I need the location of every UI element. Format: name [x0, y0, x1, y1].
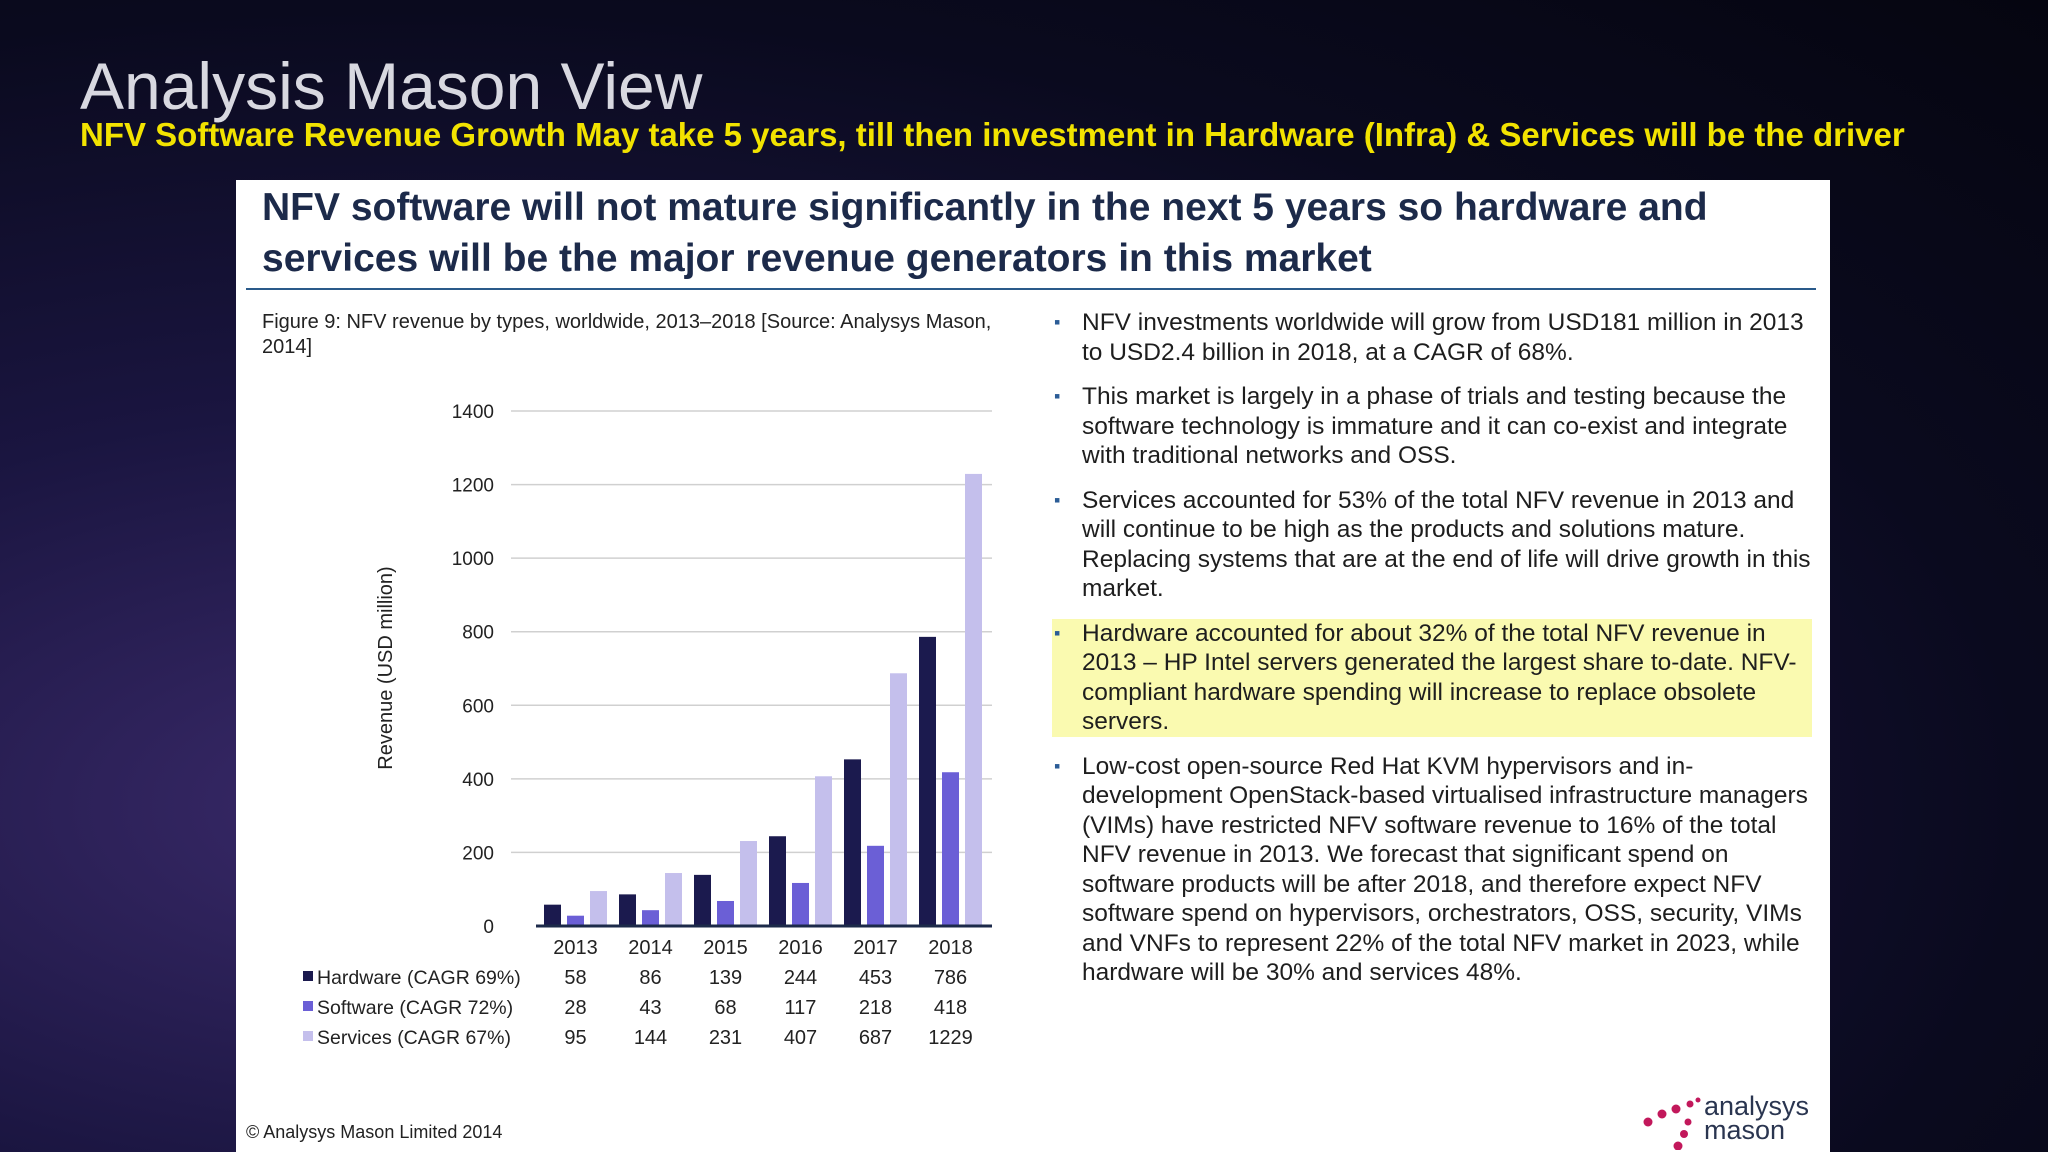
data-table-value: 68: [714, 997, 736, 1019]
x-tick-label: 2018: [928, 937, 973, 959]
x-tick-label: 2014: [628, 937, 673, 959]
bar-services: [740, 841, 757, 926]
bar-software: [567, 915, 584, 926]
bar-hardware: [769, 836, 786, 926]
y-tick-label: 400: [462, 770, 494, 791]
data-table-value: 95: [564, 1027, 586, 1049]
bar-hardware: [844, 759, 861, 926]
bar-services: [890, 673, 907, 926]
bar-hardware: [544, 904, 561, 926]
y-tick-label: 200: [462, 843, 494, 864]
y-tick-label: 1000: [452, 549, 494, 570]
y-tick-label: 800: [462, 623, 494, 644]
data-table-value: 453: [859, 967, 892, 989]
bullet-marker-icon: ▪: [1054, 755, 1061, 776]
bar-services: [815, 776, 832, 926]
bullet-marker-icon: ▪: [1054, 489, 1061, 510]
data-table-value: 418: [934, 997, 967, 1019]
x-tick-label: 2015: [703, 937, 748, 959]
bullet-item: ▪ Low-cost open-source Red Hat KVM hyperv…: [1052, 752, 1812, 988]
legend-swatch: [303, 1031, 313, 1041]
copyright-text: © Analysys Mason Limited 2014: [246, 1122, 503, 1142]
bar-services: [590, 891, 607, 926]
figure-caption: Figure 9: NFV revenue by types, worldwid…: [262, 311, 992, 358]
data-table-value: 687: [859, 1027, 892, 1049]
bullet-item: ▪ Services accounted for 53% of the total…: [1052, 486, 1812, 604]
y-tick-label: 600: [462, 696, 494, 717]
bullet-text: Hardware accounted for about 32% of the …: [1082, 619, 1797, 736]
bar-hardware: [694, 874, 711, 926]
data-table-value: 231: [709, 1027, 742, 1049]
content-panel: NFV software will not mature significant…: [236, 180, 1830, 1152]
data-table-value: 144: [634, 1027, 667, 1049]
y-tick-label: 1400: [452, 402, 494, 423]
data-table-value: 407: [784, 1027, 817, 1049]
bar-services: [965, 473, 982, 926]
bar-hardware: [919, 636, 936, 926]
y-axis-label: Revenue (USD million): [375, 566, 397, 769]
bullet-text: This market is largely in a phase of tri…: [1082, 383, 1788, 469]
legend-label: Services (CAGR 67%): [317, 1027, 511, 1049]
slide-title: Analysis Mason View: [80, 49, 703, 123]
bar-software: [642, 910, 659, 926]
data-table-value: 58: [564, 967, 586, 989]
bar-software: [942, 772, 959, 926]
y-tick-label: 0: [483, 917, 494, 938]
revenue-bar-chart: 0 200 400 600 800 1000 1200 1400 Revenue (USD mi…: [303, 402, 992, 1049]
bullet-text: Services accounted for 53% of the total …: [1082, 486, 1811, 603]
logo-word-1: analysys: [1704, 1091, 1810, 1121]
x-tick-label: 2016: [778, 937, 823, 959]
bullet-marker-icon: ▪: [1054, 622, 1061, 643]
bar-software: [717, 900, 734, 926]
data-table-value: 117: [785, 997, 817, 1019]
data-table-value: 43: [639, 997, 661, 1019]
data-table-value: 1229: [928, 1027, 973, 1049]
x-tick-label: 2013: [553, 937, 598, 959]
bullet-text: NFV investments worldwide will grow from…: [1082, 309, 1804, 366]
bullet-item: ▪ NFV investments worldwide will grow fro…: [1052, 308, 1812, 367]
legend-label: Software (CAGR 72%): [317, 997, 513, 1019]
panel-heading: NFV software will not mature significant…: [262, 186, 1708, 280]
logo-word-2: mason: [1704, 1115, 1786, 1145]
slide-subtitle: NFV Software Revenue Growth May take 5 y…: [80, 116, 1905, 153]
bar-software: [867, 845, 884, 926]
bar-services: [665, 873, 682, 926]
heading-divider: [246, 288, 1816, 290]
data-table-value: 244: [784, 967, 817, 989]
x-tick-label: 2017: [853, 937, 898, 959]
bullet-item: ▪ Hardware accounted for about 32% of the…: [1052, 618, 1812, 737]
legend-swatch: [303, 971, 313, 981]
legend-label: Hardware (CAGR 69%): [317, 967, 521, 989]
bullet-marker-icon: ▪: [1054, 312, 1061, 332]
bullet-marker-icon: ▪: [1054, 386, 1061, 406]
y-tick-label: 1200: [452, 476, 494, 497]
data-table-value: 218: [859, 997, 892, 1019]
data-table-value: 86: [639, 967, 661, 989]
bar-hardware: [619, 894, 636, 926]
logo-wordmark: analysys mason: [1704, 1091, 1810, 1145]
data-table-value: 28: [564, 997, 586, 1019]
analysys-mason-logo-icon: [1643, 1097, 1701, 1150]
bullet-item: ▪ This market is largely in a phase of tr…: [1052, 382, 1812, 471]
legend-swatch: [303, 1001, 313, 1011]
bullet-text: Low-cost open-source Red Hat KVM hypervi…: [1082, 752, 1808, 987]
bullet-list: ▪ NFV investments worldwide will grow fro…: [1052, 308, 1812, 1003]
data-table-value: 786: [934, 967, 967, 989]
data-table-value: 139: [709, 967, 742, 989]
bar-software: [792, 882, 809, 926]
